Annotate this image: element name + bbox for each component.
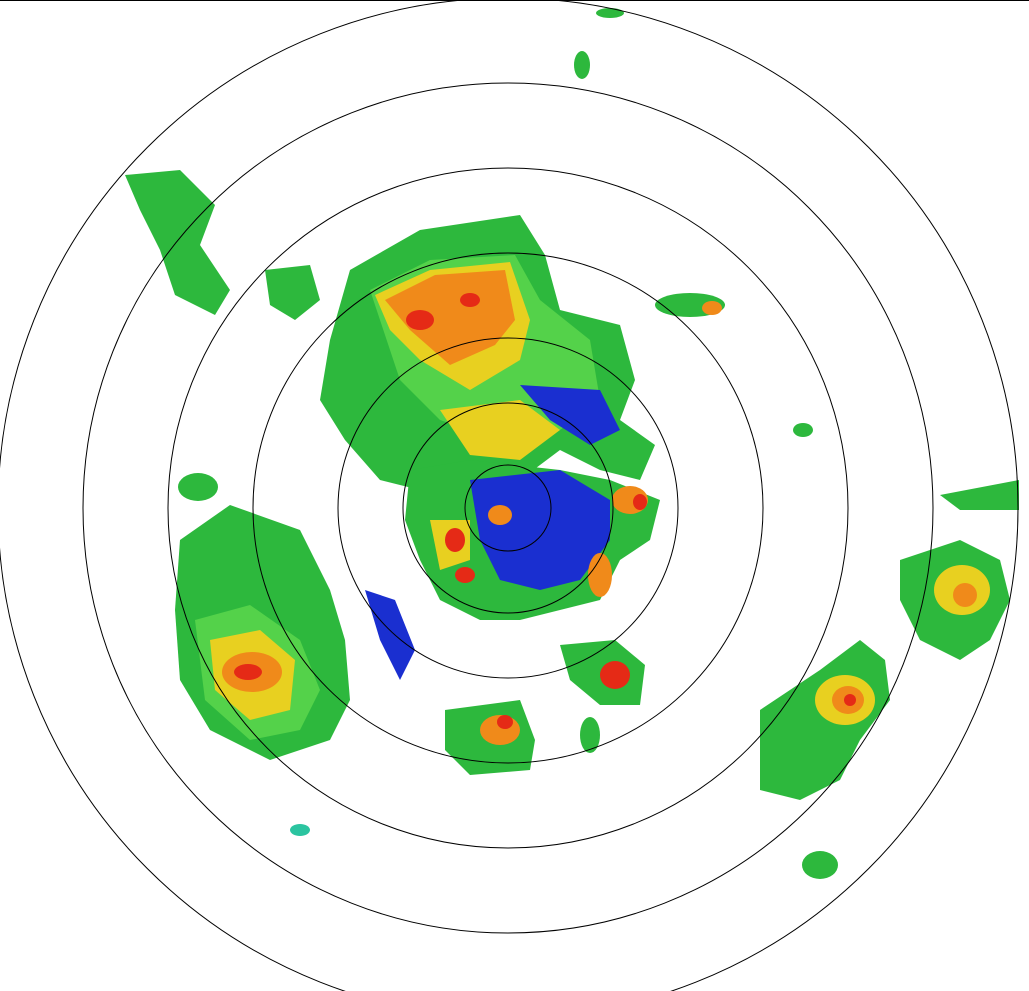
echo [178,473,218,501]
echoes [125,8,1019,879]
echo [940,480,1019,510]
echo [953,583,977,607]
echo [520,385,620,445]
echo [497,715,513,729]
echo [265,265,320,320]
echo [596,8,624,18]
echo [470,470,610,590]
range-ring [252,252,764,764]
echo [234,664,262,680]
echo [460,293,480,307]
range-ring [82,82,934,934]
echo [844,694,856,706]
echo [365,590,415,680]
echo [440,400,560,460]
echo [385,270,515,365]
echo [588,553,612,597]
echo [455,567,475,583]
range-ring [464,464,552,552]
echo [802,851,838,879]
echo [488,505,512,525]
echo [633,494,647,510]
echo [580,717,600,753]
echo [702,301,722,315]
echo [290,824,310,836]
echo [793,423,813,437]
echo [445,528,465,552]
range-ring [337,337,679,679]
range-ring [167,167,849,849]
echo [125,170,230,315]
echo [406,310,434,330]
echo [600,661,630,689]
echo [574,51,590,79]
range-ring [402,402,614,614]
